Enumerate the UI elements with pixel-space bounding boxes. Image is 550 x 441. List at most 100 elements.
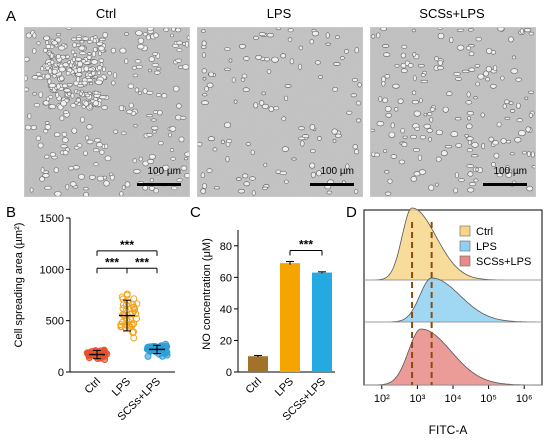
cell [134,87,140,93]
cell [102,175,107,180]
cell [446,91,453,96]
panel-a-label: A [6,8,17,25]
cell [133,169,141,174]
cell [148,56,155,63]
cell [345,163,350,170]
image-title-scss-lps: SCSs+LPS [419,6,485,21]
cell [514,137,522,143]
cell [88,103,93,110]
cell [456,44,465,51]
cell [235,177,242,181]
cell [381,80,386,87]
cell [255,54,262,60]
cell [466,148,473,153]
cell [93,90,99,95]
cell [490,83,497,89]
cell [523,28,532,33]
cell [83,187,89,191]
cell [136,64,143,69]
cell [228,58,233,63]
cell [70,92,75,99]
cell [93,162,99,167]
cell [223,122,231,128]
cell [334,35,340,39]
cell [83,100,89,107]
cell [44,121,50,125]
cell [60,144,68,149]
cell [95,79,103,85]
significance-label: *** [135,255,149,269]
cell [101,105,108,110]
data-point [130,328,137,336]
cell [271,56,279,63]
cell [92,148,100,153]
cell [113,129,118,134]
cell [169,33,174,38]
cell [25,124,32,131]
cell [331,128,338,135]
cell [33,102,40,108]
cell [414,126,421,131]
cell [61,137,69,143]
cell [310,172,316,178]
cell [224,67,231,71]
cell [110,47,116,54]
cell [423,113,428,117]
cell [107,70,112,76]
cell [32,92,37,96]
cell [298,63,303,70]
cell [54,191,62,196]
cell [505,139,512,144]
cell [488,136,495,142]
cell [450,131,459,138]
cell [279,171,288,176]
cell [201,68,207,74]
cell [380,28,387,32]
charts-area: Cell spreading area (µm²) 0 500 1000 1500 Ct… [13,207,543,437]
cell [81,80,88,86]
cell [56,54,61,59]
cell [207,136,215,142]
cell [146,114,154,118]
cell [522,150,527,155]
cell [226,138,233,144]
cell [466,91,471,98]
cell [466,111,475,116]
x-tick-label-d: 10² [374,393,390,405]
cell [384,170,390,174]
cell [70,49,76,55]
cell [176,178,183,182]
cell [27,113,32,120]
cell [524,96,529,100]
cell [511,55,516,60]
cell [153,70,161,75]
cell [394,107,399,112]
cell [454,77,463,81]
cell [262,186,268,190]
cell [36,76,44,81]
cell [57,45,66,51]
significance-label: *** [120,238,134,252]
cell [72,42,77,48]
cell [51,73,57,79]
cell [42,100,50,106]
cell [32,32,37,39]
cell [437,59,443,66]
cell [413,171,421,177]
cell [334,133,342,138]
cell [201,40,207,47]
cell [48,104,56,109]
cell [241,73,248,79]
cell [280,53,287,59]
cell [287,37,293,42]
cell [73,53,78,58]
cell [455,143,463,148]
cell [99,37,106,41]
cell [184,173,189,179]
scale-bar-line [137,183,181,186]
cell [311,30,319,37]
cell [437,32,445,40]
cell [510,109,516,113]
cell [86,139,94,145]
cell [505,165,511,170]
